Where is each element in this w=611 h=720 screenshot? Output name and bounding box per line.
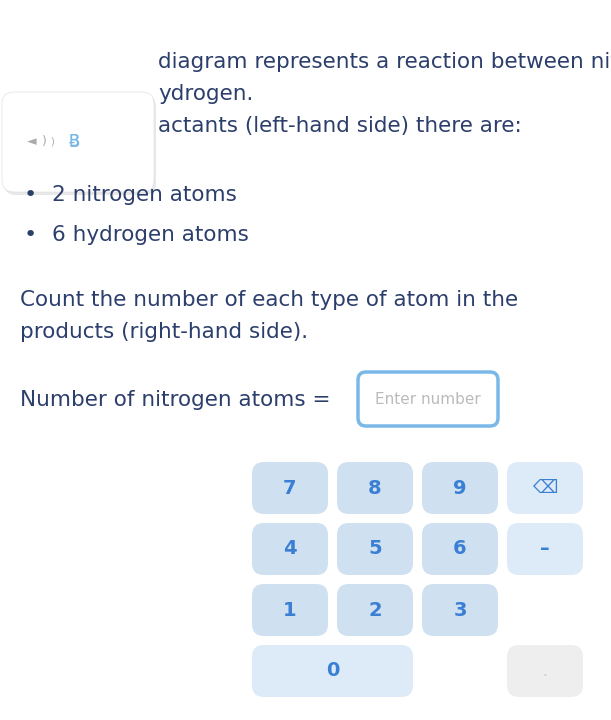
Text: –: – — [540, 539, 550, 559]
Text: 2: 2 — [368, 600, 382, 619]
Text: 8: 8 — [368, 479, 382, 498]
FancyBboxPatch shape — [252, 523, 328, 575]
FancyBboxPatch shape — [2, 92, 154, 192]
Text: 3: 3 — [453, 600, 467, 619]
Text: ◄: ◄ — [27, 135, 37, 148]
Text: Count the number of each type of atom in the: Count the number of each type of atom in… — [20, 290, 518, 310]
FancyBboxPatch shape — [507, 523, 583, 575]
Text: •: • — [23, 185, 37, 205]
Text: 6 hydrogen atoms: 6 hydrogen atoms — [52, 225, 249, 245]
Text: Ƀ: Ƀ — [68, 135, 79, 150]
Text: Enter number: Enter number — [375, 392, 481, 408]
FancyBboxPatch shape — [422, 584, 498, 636]
Text: •: • — [23, 225, 37, 245]
Text: ): ) — [50, 137, 54, 147]
FancyBboxPatch shape — [337, 523, 413, 575]
FancyBboxPatch shape — [4, 95, 156, 195]
Text: 9: 9 — [453, 479, 467, 498]
FancyBboxPatch shape — [507, 462, 583, 514]
FancyBboxPatch shape — [422, 523, 498, 575]
Text: 2 nitrogen atoms: 2 nitrogen atoms — [52, 185, 237, 205]
Text: B: B — [68, 133, 79, 151]
FancyBboxPatch shape — [507, 645, 583, 697]
Text: .: . — [543, 664, 547, 678]
Text: ⌫: ⌫ — [532, 479, 558, 497]
Text: 0: 0 — [326, 662, 339, 680]
Text: actants (left-hand side) there are:: actants (left-hand side) there are: — [158, 116, 522, 136]
Text: diagram represents a reaction between nitrog: diagram represents a reaction between ni… — [158, 52, 611, 72]
Text: products (right-hand side).: products (right-hand side). — [20, 322, 308, 342]
Text: 1: 1 — [283, 600, 297, 619]
Text: 6: 6 — [453, 539, 467, 559]
Text: 5: 5 — [368, 539, 382, 559]
Text: 4: 4 — [283, 539, 297, 559]
FancyBboxPatch shape — [252, 584, 328, 636]
Text: 7: 7 — [284, 479, 297, 498]
FancyBboxPatch shape — [422, 462, 498, 514]
FancyBboxPatch shape — [358, 372, 498, 426]
Text: ydrogen.: ydrogen. — [158, 84, 254, 104]
FancyBboxPatch shape — [337, 584, 413, 636]
FancyBboxPatch shape — [252, 462, 328, 514]
FancyBboxPatch shape — [252, 645, 413, 697]
Text: Number of nitrogen atoms =: Number of nitrogen atoms = — [20, 390, 331, 410]
Text: ): ) — [42, 135, 46, 148]
FancyBboxPatch shape — [337, 462, 413, 514]
